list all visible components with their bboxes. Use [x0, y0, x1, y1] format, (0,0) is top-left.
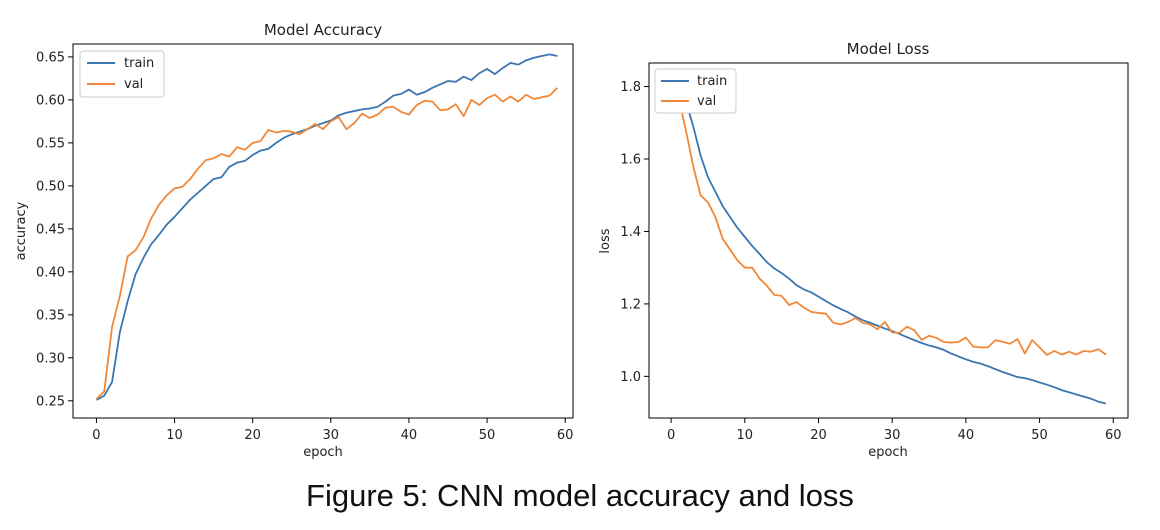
accuracy-x-axis-label: epoch	[303, 445, 343, 460]
accuracy-chart: Model Accuracy 0.250.300.350.400.450.500…	[14, 21, 574, 460]
loss-series-lines	[670, 82, 1107, 405]
accuracy-y-tick-label: 0.35	[36, 308, 65, 323]
loss-x-ticks: 0 10 20 30 40 50 60	[667, 418, 1122, 443]
loss-y-tick-label: 1.4	[620, 225, 641, 240]
accuracy-x-ticks: 0 10 20 30 40 50 60	[92, 418, 573, 443]
accuracy-y-tick-label: 0.60	[36, 93, 65, 108]
figure-caption: Figure 5: CNN model accuracy and loss	[306, 478, 854, 513]
loss-val-line	[670, 86, 1107, 356]
loss-x-tick-label: 0	[667, 428, 675, 443]
accuracy-plot-frame	[72, 43, 574, 419]
accuracy-legend-train-label: train	[124, 56, 154, 71]
accuracy-legend: train val	[79, 50, 165, 98]
loss-x-tick-label: 50	[1031, 428, 1048, 443]
loss-x-axis-label: epoch	[868, 445, 908, 460]
loss-chart: Model Loss 1.0 1.2 1.4 1.6 1.8 0 10 20 30 40 50 60…	[598, 40, 1129, 460]
accuracy-y-tick-label: 0.40	[36, 265, 65, 280]
loss-x-tick-label: 60	[1105, 428, 1122, 443]
loss-chart-title: Model Loss	[847, 40, 930, 58]
accuracy-x-tick-label: 60	[557, 428, 574, 443]
loss-legend-train-label: train	[697, 74, 727, 89]
accuracy-y-tick-label: 0.30	[36, 351, 65, 366]
accuracy-x-tick-label: 20	[244, 428, 261, 443]
accuracy-train-line	[96, 53, 558, 401]
accuracy-x-tick-label: 0	[92, 428, 100, 443]
loss-y-tick-label: 1.8	[620, 80, 641, 95]
loss-y-tick-label: 1.0	[620, 370, 641, 385]
loss-y-tick-label: 1.2	[620, 297, 641, 312]
accuracy-y-tick-label: 0.50	[36, 179, 65, 194]
accuracy-y-tick-label: 0.45	[36, 222, 65, 237]
accuracy-series-lines	[95, 53, 559, 401]
accuracy-y-ticks: 0.25 0.30 0.35 0.40 0.45 0.50 0.55 0.60 0.65	[36, 50, 73, 409]
loss-x-tick-label: 10	[737, 428, 754, 443]
accuracy-x-tick-label: 30	[323, 428, 340, 443]
loss-legend-val-label: val	[697, 94, 716, 109]
accuracy-y-tick-label: 0.25	[36, 394, 65, 409]
loss-x-tick-label: 40	[958, 428, 975, 443]
accuracy-legend-val-label: val	[124, 77, 143, 92]
accuracy-x-tick-label: 50	[479, 428, 496, 443]
loss-train-line	[670, 82, 1107, 405]
accuracy-y-tick-label: 0.55	[36, 136, 65, 151]
loss-plot-frame	[648, 62, 1129, 419]
loss-y-tick-label: 1.6	[620, 152, 641, 167]
accuracy-x-tick-label: 10	[166, 428, 183, 443]
loss-x-tick-label: 20	[810, 428, 827, 443]
accuracy-x-tick-label: 40	[401, 428, 418, 443]
loss-x-tick-label: 30	[884, 428, 901, 443]
accuracy-y-tick-label: 0.65	[36, 50, 65, 65]
loss-y-axis-label: loss	[598, 228, 613, 253]
accuracy-val-line	[95, 87, 559, 400]
figure-canvas: Model Accuracy 0.250.300.350.400.450.500…	[14, 21, 1129, 460]
loss-legend: train val	[654, 68, 737, 114]
loss-y-ticks: 1.0 1.2 1.4 1.6 1.8	[620, 80, 649, 385]
accuracy-chart-title: Model Accuracy	[264, 21, 382, 39]
accuracy-y-axis-label: accuracy	[14, 201, 29, 260]
